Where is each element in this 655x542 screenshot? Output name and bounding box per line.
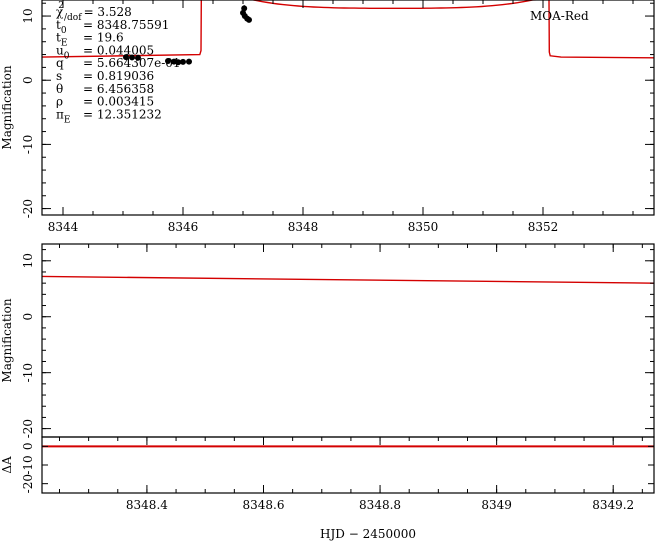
model-curve-top (42, 0, 654, 59)
x-tick-label: 8348.8 (359, 498, 401, 512)
middle-panel: 10 0 -10 -20 Magnification (0, 243, 655, 438)
y-tick-label: 0 (21, 76, 35, 84)
param-value: = 3.528 (84, 5, 132, 19)
fit-parameter: ρ = 0.003415 (56, 95, 154, 109)
x-tick-label: 8349 (481, 498, 512, 512)
param-value: = 5.664307e-01 (83, 56, 181, 70)
x-axis-title: HJD − 2450000 (320, 527, 416, 541)
param-subscript: E (64, 115, 71, 125)
model-curve-middle (41, 275, 655, 284)
x-tick-label: 8348 (288, 220, 319, 234)
param-symbol: θ (56, 82, 63, 96)
param-subscript: 0 (64, 51, 70, 61)
data-point (165, 57, 171, 64)
top-frame (41, 0, 655, 216)
param-superscript: 2 (58, 1, 64, 11)
param-symbol: χ (56, 5, 64, 19)
param-subscript: 0 (61, 26, 67, 36)
fit-parameter: χ2/dof = 3.528 (56, 1, 132, 23)
fit-parameter: tE = 19.6 (56, 31, 124, 49)
param-symbol: t (56, 31, 61, 45)
figure-labels: HJD − 2450000 (320, 527, 416, 541)
data-point (241, 5, 248, 12)
y-tick-label: -10 (21, 455, 35, 474)
fit-parameter: q = 5.664307e-01 (56, 56, 181, 70)
legend-moa-red: MOA-Red (530, 9, 589, 23)
param-value: = 12.351232 (83, 107, 162, 121)
param-value: = 6.456358 (83, 82, 154, 96)
param-symbol: t (56, 18, 61, 32)
fit-parameter: t0 = 8348.75591 (56, 18, 169, 36)
param-value: = 0.003415 (83, 95, 154, 109)
y-axis-title: Magnification (0, 298, 14, 382)
y-tick-label: 10 (21, 253, 35, 268)
x-tick-label: 8348.4 (126, 498, 168, 512)
y-axis-title: Magnification (0, 65, 14, 149)
data-point (246, 16, 252, 23)
data-point (175, 59, 182, 66)
y-tick-label: -10 (21, 363, 35, 382)
x-tick-label: 8344 (48, 220, 79, 234)
y-axis-title: ΔA (0, 456, 14, 474)
top-panel: 8344 8346 8348 8350 8352 10 0 -10 -20 Magnificati… (0, 0, 655, 234)
x-tick-label: 8348.6 (242, 498, 284, 512)
param-symbol: ρ (56, 95, 63, 109)
residual-panel: 8348.4 8348.6 8348.8 8349 8349.2 -20-10 0 ΔA (0, 436, 655, 512)
data-point (135, 54, 141, 61)
fit-parameter: s = 0.819036 (56, 69, 154, 83)
y-tick-label: -20 (21, 419, 35, 438)
fit-parameter: θ = 6.456358 (56, 82, 154, 96)
param-value: = 19.6 (83, 31, 124, 45)
x-tick-label: 8350 (408, 220, 439, 234)
param-symbol: s (56, 69, 62, 83)
y-tick-label: -10 (21, 135, 35, 154)
param-value: = 0.044005 (83, 43, 154, 57)
param-symbol: u (56, 43, 64, 57)
y-tick-label: 0 (21, 313, 35, 321)
y-tick-label: -20 (21, 474, 35, 493)
param-subscript: E (61, 39, 68, 49)
x-tick-label: 8352 (528, 220, 559, 234)
data-point (123, 54, 129, 61)
data-point (129, 54, 135, 61)
param-symbol: q (56, 56, 64, 70)
y-tick-label: 0 (21, 443, 35, 451)
param-value: = 0.819036 (83, 69, 154, 83)
data-point (180, 58, 186, 65)
x-tick-label: 8346 (168, 220, 199, 234)
fit-parameter: πE = 12.351232 (56, 107, 162, 125)
x-tick-label: 8349.2 (592, 498, 634, 512)
param-symbol: π (56, 107, 64, 121)
middle-frame (41, 243, 655, 438)
fit-parameter: u0 = 0.044005 (56, 43, 154, 61)
param-value: = 8348.75591 (83, 18, 169, 32)
data-point (186, 58, 192, 65)
y-tick-label: -20 (21, 199, 35, 218)
y-tick-label: 10 (21, 8, 35, 23)
param-subscript: /dof (64, 13, 82, 23)
